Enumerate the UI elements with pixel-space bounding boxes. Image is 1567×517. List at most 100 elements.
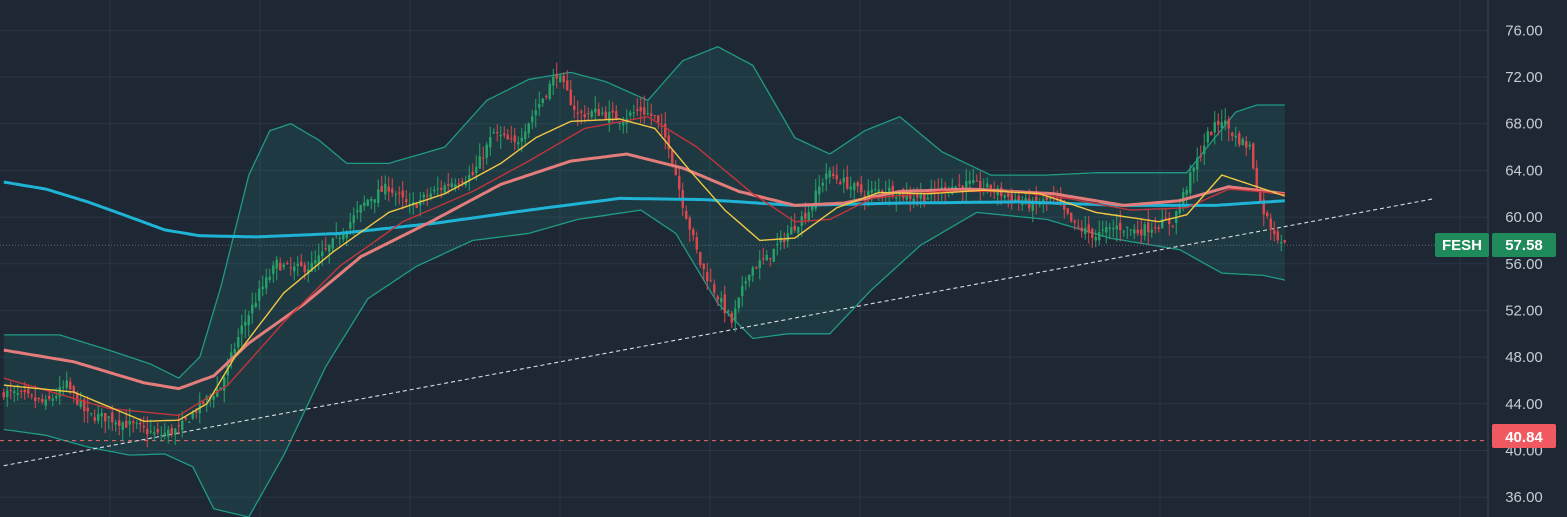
candle (545, 94, 548, 100)
candle-body (6, 390, 9, 398)
candle-body (272, 265, 275, 274)
candle (797, 226, 800, 239)
candle-body (776, 244, 779, 246)
candle-body (657, 115, 660, 122)
candle (1035, 186, 1038, 215)
candle (363, 195, 366, 211)
candle-body (405, 199, 408, 203)
candle-body (856, 182, 859, 187)
candle-body (755, 267, 758, 269)
candle (748, 274, 751, 288)
candle-body (181, 420, 184, 430)
candle-body (247, 315, 250, 326)
candle-body (580, 111, 583, 113)
candle-body (489, 137, 492, 148)
candle (489, 126, 492, 157)
candle-body (583, 114, 586, 118)
candle (559, 73, 562, 83)
candle (1147, 209, 1150, 246)
candle-body (121, 422, 124, 430)
candle (359, 204, 362, 223)
candle (387, 176, 390, 202)
candle-body (1101, 229, 1104, 231)
candle-body (149, 431, 152, 433)
candle (34, 385, 37, 409)
candle-body (289, 267, 292, 269)
candle-body (93, 417, 96, 421)
candle (482, 146, 485, 170)
candle (478, 143, 481, 169)
candle (702, 263, 705, 282)
candle-body (55, 396, 58, 399)
candle (1126, 226, 1129, 239)
candle (380, 175, 383, 193)
candle-body (877, 189, 880, 192)
candle-body (1126, 226, 1129, 228)
candle (279, 257, 282, 271)
candle-body (58, 387, 61, 397)
candle (867, 179, 870, 207)
candle-body (618, 123, 621, 125)
candle-body (713, 284, 716, 293)
candle-body (1266, 212, 1269, 217)
candle (90, 412, 93, 417)
candle (961, 184, 964, 202)
candle-body (741, 285, 744, 297)
candle (247, 311, 250, 337)
candle (377, 179, 380, 208)
candle (1203, 133, 1206, 166)
candle-body (195, 411, 198, 413)
candle (100, 408, 103, 428)
candle-body (321, 251, 324, 257)
candle (566, 70, 569, 91)
candle-body (531, 116, 534, 123)
candle (1234, 126, 1237, 147)
candle (1154, 217, 1157, 234)
candle (650, 103, 653, 126)
candle-body (814, 190, 817, 209)
candle-body (338, 237, 341, 239)
candle-body (1042, 199, 1045, 203)
candle-body (569, 89, 572, 105)
candle (1266, 210, 1269, 219)
candle-body (415, 204, 418, 208)
candle-body (1136, 229, 1139, 234)
candle-body (286, 263, 289, 265)
candle-body (1049, 197, 1052, 200)
candle-body (895, 197, 898, 199)
candle (2, 388, 5, 401)
candle (170, 424, 173, 438)
candle-body (748, 274, 751, 281)
candle-body (706, 272, 709, 282)
candle (184, 416, 187, 421)
candle-body (552, 76, 555, 86)
candle (1192, 166, 1195, 184)
ma-fast-line (3, 118, 1286, 423)
candle-body (436, 188, 439, 190)
candle (153, 426, 156, 442)
candle-body (170, 427, 173, 435)
candle (314, 250, 317, 273)
candle (6, 386, 9, 407)
candle (1280, 234, 1283, 252)
candle (618, 122, 621, 131)
candle (573, 95, 576, 119)
candle (62, 380, 65, 396)
candle (1157, 224, 1160, 233)
candle (1217, 113, 1220, 136)
candle (1171, 225, 1174, 229)
candle (422, 191, 425, 205)
candle-body (720, 297, 723, 303)
candle (639, 97, 642, 124)
candle (167, 425, 170, 444)
candle (1105, 220, 1108, 244)
candle-body (846, 176, 849, 189)
candle-body (590, 111, 593, 117)
candle-body (548, 83, 551, 99)
candle (1133, 224, 1136, 240)
candle-body (639, 106, 642, 112)
candle (331, 237, 334, 253)
candle (142, 416, 145, 433)
